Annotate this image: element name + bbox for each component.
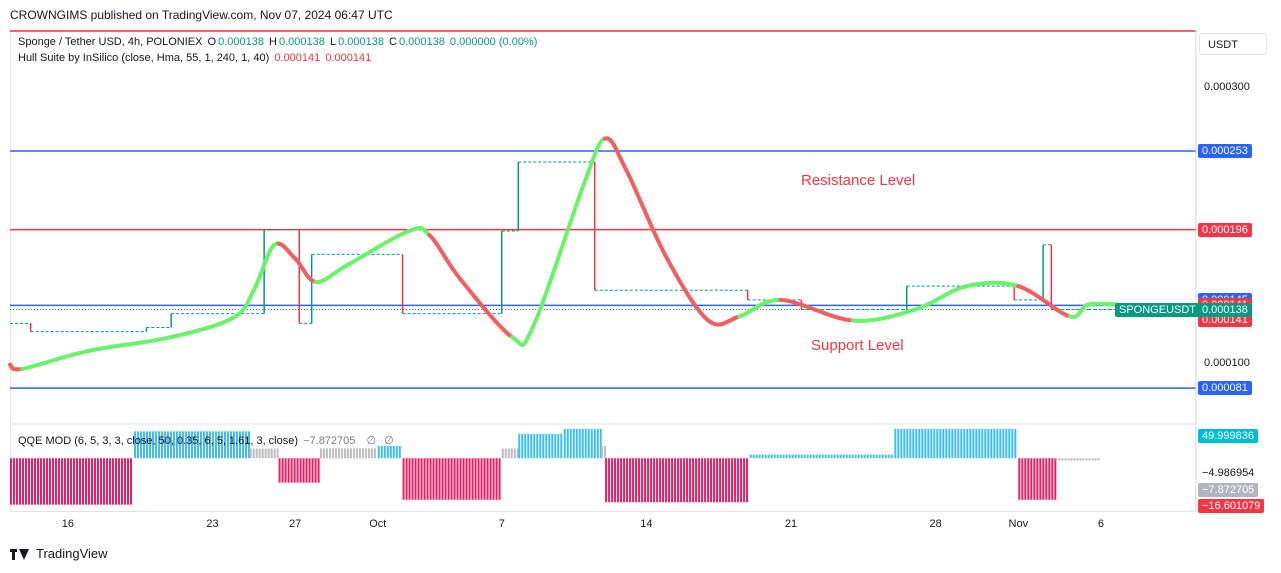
time-tick-4: 7	[499, 518, 505, 530]
price-tick-0: 0.000300	[1204, 81, 1250, 93]
currency-button[interactable]: USDT	[1199, 33, 1267, 55]
level-tag-2: 0.000196	[1198, 222, 1252, 237]
publisher-line: CROWNGIMS published on TradingView.com, …	[10, 8, 393, 22]
hull-value-1: 0.000141	[274, 52, 321, 64]
qqe-axis-tag-3: −16.601079	[1198, 499, 1265, 513]
price-steps	[10, 161, 1120, 333]
time-tick-7: 28	[930, 518, 942, 530]
qqe-axis-label-1: −4.986954	[1202, 467, 1255, 479]
hull-seg-156	[539, 288, 549, 308]
qqe-histogram	[10, 428, 1100, 505]
hull-legend: Hull Suite by InSilico (close, Hma, 55, …	[18, 52, 373, 64]
qqe-axis-tag-0: 49.999836	[1198, 429, 1258, 443]
hull-value-2: 0.000141	[325, 52, 372, 64]
horizontal-levels	[10, 30, 1196, 389]
hull-seg-162	[573, 191, 583, 210]
qqe-axis-tag-2: −7.872705	[1198, 483, 1259, 497]
tradingview-logo-icon	[10, 547, 30, 561]
support-label: Support Level	[811, 337, 904, 354]
level-tag-1: 0.000253	[1198, 143, 1252, 158]
time-tick-1: 23	[206, 518, 218, 530]
level-tag-4: 0.000081	[1198, 381, 1252, 396]
time-tick-0: 16	[62, 518, 74, 530]
price-axis: 0.000300 0.000100	[1204, 81, 1250, 369]
hull-seg-159	[556, 237, 567, 260]
price-tick-1: 0.000100	[1204, 357, 1250, 369]
price-tag-3: 0.000138	[1198, 302, 1252, 317]
qqe-title: QQE MOD (6, 5, 3, 3, close, 50, 0.35, 6,…	[18, 435, 299, 447]
time-tick-5: 14	[640, 518, 652, 530]
low-label: L	[329, 36, 337, 48]
hull-seg-157	[544, 272, 555, 293]
time-tick-6: 21	[785, 518, 797, 530]
open-value: 0.000138	[218, 36, 264, 48]
symbol-info: Sponge / Tether USD, 4h, POLONIEX	[18, 36, 203, 48]
hull-seg-161	[568, 205, 578, 225]
qqe-empty-icon-1: ∅	[366, 435, 377, 447]
brand-name: TradingView	[36, 546, 108, 561]
price-legend: Sponge / Tether USD, 4h, POLONIEX O 0.000…	[18, 36, 539, 48]
time-tick-3: Oct	[369, 518, 386, 530]
resistance-label: Resistance Level	[801, 172, 916, 189]
time-tick-9: 6	[1098, 518, 1104, 530]
hull-title: Hull Suite by InSilico (close, Hma, 55, …	[18, 52, 270, 64]
hull-seg-158	[550, 255, 561, 277]
qqe-legend: QQE MOD (6, 5, 3, 3, close, 50, 0.35, 6,…	[18, 434, 398, 447]
low-value: 0.000138	[338, 36, 384, 48]
time-tick-8: Nov	[1009, 518, 1029, 530]
time-tick-2: 27	[289, 518, 301, 530]
close-value: 0.000138	[398, 36, 445, 48]
hull-seg-160	[562, 220, 573, 242]
footer[interactable]: TradingView	[10, 546, 108, 561]
qqe-empty-icon-2: ∅	[384, 435, 394, 447]
high-value: 0.000138	[278, 36, 325, 48]
change-value: 0.000000 (0.00%)	[449, 36, 538, 48]
hull-suite-line	[8, 136, 1145, 372]
high-label: H	[269, 36, 277, 48]
hull-seg-155	[534, 303, 544, 321]
price-tag-2: 0.000141	[1198, 313, 1252, 328]
open-label: O	[207, 36, 217, 48]
symbol-tag: SPONGEUSDT	[1115, 302, 1201, 317]
qqe-value: −7.872705	[303, 435, 356, 447]
time-axis: 16 23 27 Oct 7 14 21 28 Nov 6	[62, 518, 1104, 530]
close-label: C	[389, 36, 397, 48]
